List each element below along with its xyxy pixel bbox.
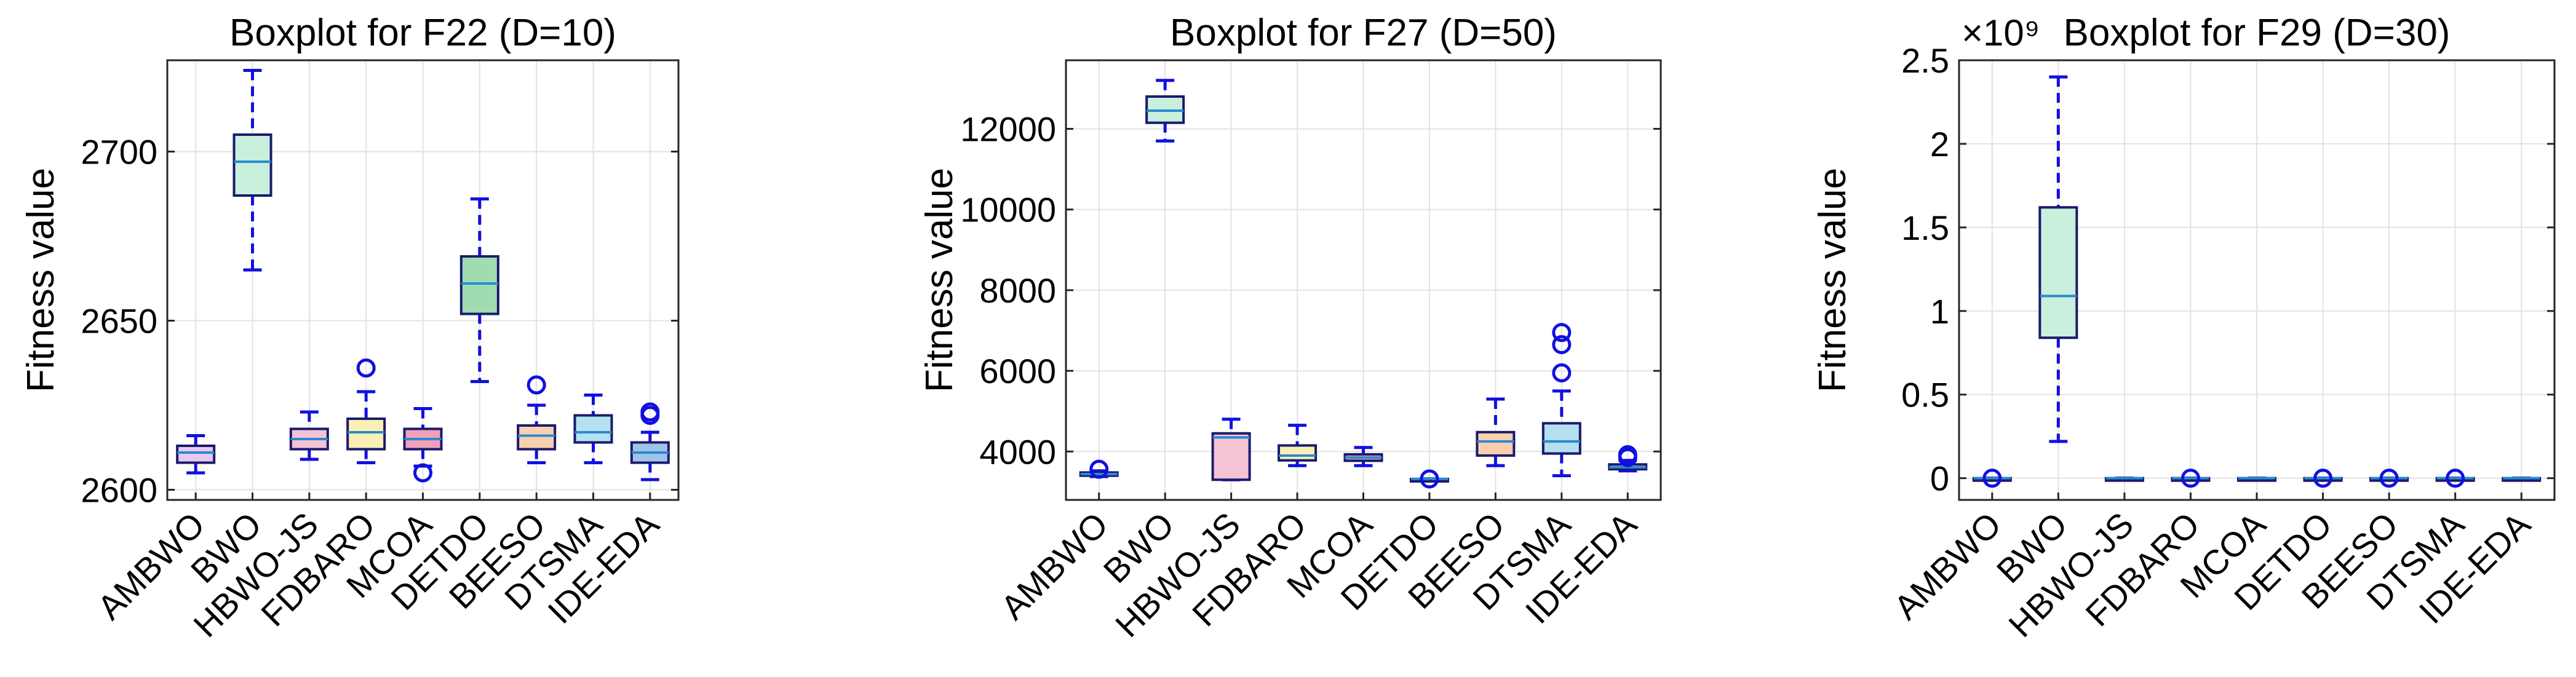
- box-bwo: [233, 69, 272, 272]
- outlier-point: [413, 463, 432, 483]
- box-beeso: [2369, 469, 2409, 488]
- box-body: [1476, 430, 1516, 457]
- box-detdo: [2303, 469, 2343, 488]
- box-fdbaro: [1278, 424, 1318, 467]
- box-dtsma: [1541, 323, 1581, 478]
- x-tick-label-ambwo: AMBWO: [1886, 505, 2009, 627]
- panel-f27: 4000600080001000012000AMBWOBWOHBWO-JSFDB…: [918, 12, 1662, 644]
- box-body: [1211, 432, 1251, 481]
- chart-title: Boxplot for F27 (D=50): [1170, 12, 1557, 54]
- outlier-point: [1552, 363, 1572, 382]
- outlier-point: [527, 375, 546, 395]
- box-beeso: [1476, 397, 1516, 467]
- outlier-point: [1982, 469, 2002, 488]
- y-tick-label: 2700: [81, 133, 157, 172]
- y-axis-label: Fitness value: [20, 168, 62, 392]
- box-detdo: [459, 197, 499, 383]
- outlier-point: [1420, 469, 1439, 489]
- box-mcoa: [1343, 446, 1383, 467]
- chart-title: Boxplot for F29 (D=30): [2064, 12, 2451, 54]
- y-tick-label: 0: [1930, 459, 1949, 498]
- outlier-point: [1618, 445, 1637, 465]
- box-body: [459, 255, 499, 315]
- y-tick-label: 2.5: [1901, 41, 1949, 80]
- y-tick-label: 4000: [979, 432, 1056, 471]
- outlier-point: [640, 402, 660, 422]
- outlier-point: [1552, 323, 1572, 342]
- box-hbwo-js: [289, 410, 329, 461]
- y-tick-label: 2650: [81, 302, 157, 341]
- box-hbwo-js: [2104, 477, 2144, 482]
- box-bwo: [2038, 75, 2078, 443]
- y-tick-label: 6000: [979, 352, 1056, 390]
- box-body: [233, 133, 272, 197]
- x-tick-label-ambwo: AMBWO: [993, 505, 1116, 627]
- box-ide-eda: [2502, 477, 2542, 482]
- outlier-point: [2180, 469, 2200, 488]
- box-mcoa: [2237, 477, 2276, 482]
- box-body: [1278, 444, 1318, 462]
- outlier-point: [356, 358, 376, 378]
- box-fdbaro: [2171, 469, 2211, 488]
- box-beeso: [517, 375, 557, 464]
- box-body: [2038, 206, 2078, 339]
- outlier-point: [1552, 335, 1572, 354]
- panel-f22: 260026502700AMBWOBWOHBWO-JSFDBAROMCOADET…: [20, 12, 680, 644]
- y-tick-label: 0.5: [1901, 376, 1949, 414]
- y-tick-label: 12000: [960, 110, 1056, 149]
- box-dtsma: [2435, 469, 2475, 488]
- outlier-point: [1089, 459, 1109, 479]
- y-tick-label: 2: [1930, 125, 1949, 164]
- box-fdbaro: [346, 358, 386, 464]
- outlier-point: [2379, 469, 2399, 488]
- box-body: [176, 445, 216, 464]
- box-body: [573, 414, 613, 444]
- y-tick-label: 2600: [81, 471, 157, 510]
- y-tick-label: 1.5: [1901, 208, 1949, 247]
- box-mcoa: [403, 407, 443, 483]
- box-dtsma: [573, 394, 613, 464]
- panel-f29: 00.511.522.5AMBWOBWOHBWO-JSFDBAROMCOADET…: [1811, 12, 2556, 644]
- chart-title: Boxplot for F22 (D=10): [229, 12, 616, 54]
- y-tick-label: 10000: [960, 191, 1056, 229]
- y-axis-label: Fitness value: [918, 168, 961, 392]
- y-axis-exponent: ×10⁹: [1962, 12, 2040, 53]
- box-ambwo: [1972, 469, 2012, 488]
- box-detdo: [1409, 469, 1449, 489]
- y-tick-label: 8000: [979, 271, 1056, 310]
- box-bwo: [1145, 79, 1185, 143]
- outlier-point: [2313, 469, 2333, 488]
- box-hbwo-js: [1211, 418, 1251, 481]
- box-ide-eda: [1608, 445, 1648, 473]
- box-ambwo: [176, 434, 216, 475]
- box-ambwo: [1079, 459, 1119, 479]
- box-ide-eda: [630, 402, 670, 481]
- y-tick-label: 1: [1930, 292, 1949, 331]
- y-axis-label: Fitness value: [1811, 168, 1854, 392]
- box-body: [1541, 422, 1581, 455]
- box-body: [346, 418, 386, 451]
- box-body: [517, 424, 557, 451]
- outlier-point: [2446, 469, 2465, 488]
